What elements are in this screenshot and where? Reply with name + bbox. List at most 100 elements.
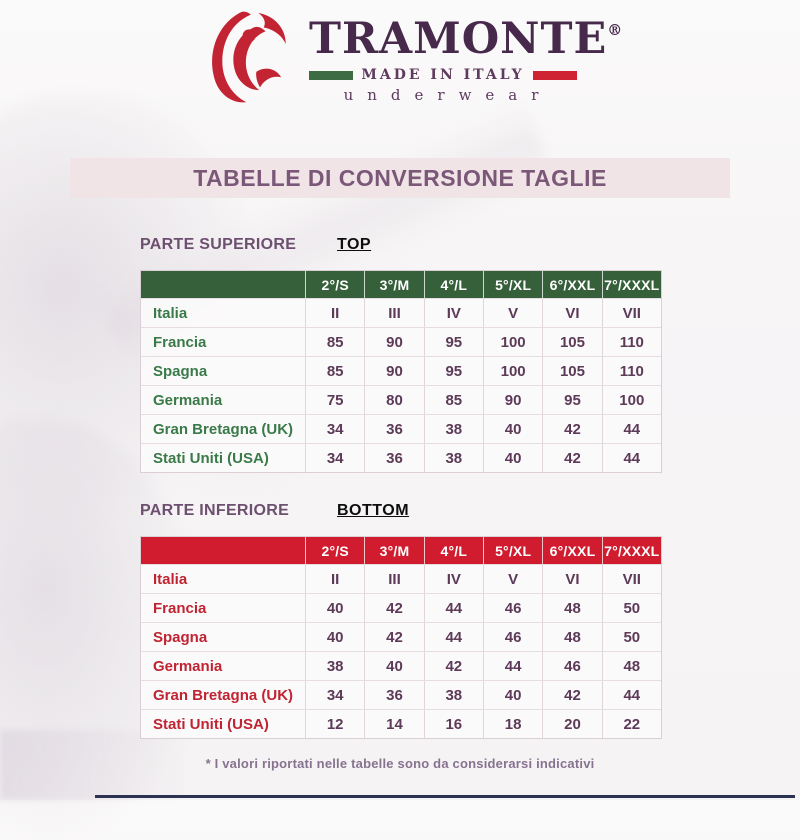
table-row: Gran Bretagna (UK) 34 36 38 40 42 44 bbox=[141, 414, 661, 443]
country-label: Spagna bbox=[153, 628, 208, 646]
size-value: 90 bbox=[364, 328, 423, 356]
size-value: 100 bbox=[482, 328, 542, 356]
size-value: 42 bbox=[423, 652, 483, 680]
size-value: 42 bbox=[364, 623, 423, 651]
size-value: 40 bbox=[482, 681, 542, 709]
size-value: VII bbox=[601, 299, 661, 327]
size-value: 50 bbox=[601, 623, 661, 651]
size-value: 18 bbox=[482, 710, 542, 738]
size-value: 75 bbox=[305, 386, 364, 414]
size-value: 12 bbox=[305, 710, 364, 738]
size-value: 36 bbox=[364, 681, 423, 709]
country-label: Gran Bretagna (UK) bbox=[153, 686, 294, 704]
table-row: Gran Bretagna (UK) 34 36 38 40 42 44 bbox=[141, 680, 661, 709]
table-row: Stati Uniti (USA) 12 14 16 18 20 22 bbox=[141, 709, 661, 738]
size-value: 50 bbox=[601, 594, 661, 622]
header-cell: 7°/XXXL bbox=[601, 271, 661, 298]
size-value: 44 bbox=[423, 594, 483, 622]
size-value: 110 bbox=[601, 357, 661, 385]
underwear-label: underwear bbox=[343, 86, 553, 104]
size-value: 38 bbox=[305, 652, 364, 680]
table-row: Francia 85 90 95 100 105 110 bbox=[141, 327, 661, 356]
header-cell: 2°/S bbox=[305, 271, 364, 298]
heading-parte-inferiore: PARTE INFERIORE bbox=[140, 502, 290, 519]
country-label: Germania bbox=[153, 657, 223, 675]
country-label: Francia bbox=[153, 333, 207, 351]
section-bottom: PARTE INFERIORE BOTTOM 2°/S 3°/M 4°/L 5°… bbox=[140, 502, 662, 739]
bird-emblem-icon bbox=[212, 11, 286, 103]
size-value: 36 bbox=[364, 444, 423, 472]
red-bar bbox=[532, 70, 577, 80]
size-value: 90 bbox=[364, 357, 423, 385]
green-bar bbox=[309, 70, 354, 80]
table-row: Italia II III IV V VI VII bbox=[141, 564, 661, 593]
size-value: 42 bbox=[542, 444, 601, 472]
size-value: 42 bbox=[542, 415, 601, 443]
size-table-top: 2°/S 3°/M 4°/L 5°/XL 6°/XXL 7°/XXXL Ital… bbox=[140, 270, 662, 473]
header-cell: 3°/M bbox=[364, 271, 423, 298]
header-cell: 2°/S bbox=[305, 537, 364, 564]
table-row: Italia II III IV V VI VII bbox=[141, 298, 661, 327]
size-value: 95 bbox=[542, 386, 601, 414]
size-value: 85 bbox=[305, 328, 364, 356]
size-value: 38 bbox=[423, 444, 483, 472]
size-value: 14 bbox=[364, 710, 423, 738]
table-row: Spagna 40 42 44 46 48 50 bbox=[141, 622, 661, 651]
size-table-bottom-header: 2°/S 3°/M 4°/L 5°/XL 6°/XXL 7°/XXXL bbox=[141, 537, 661, 564]
country-label: Stati Uniti (USA) bbox=[153, 715, 269, 733]
size-value: 44 bbox=[601, 444, 661, 472]
size-table-bottom-body: Italia II III IV V VI VII Francia 40 42 … bbox=[141, 564, 661, 738]
brand-logo-text: TRAMONTE® MADE IN ITALY underwear bbox=[309, 6, 623, 104]
size-value: 90 bbox=[482, 386, 542, 414]
country-label: Stati Uniti (USA) bbox=[153, 449, 269, 467]
size-value: 40 bbox=[305, 594, 364, 622]
size-value: 38 bbox=[423, 415, 483, 443]
table-row: Francia 40 42 44 46 48 50 bbox=[141, 593, 661, 622]
size-value: 95 bbox=[423, 328, 483, 356]
header-cell: 7°/XXXL bbox=[601, 537, 661, 564]
made-in-italy-row: MADE IN ITALY bbox=[309, 67, 577, 83]
bottom-divider bbox=[95, 795, 795, 798]
page-title: TABELLE DI CONVERSIONE TAGLIE bbox=[70, 158, 730, 198]
size-value: 40 bbox=[305, 623, 364, 651]
size-value: 40 bbox=[482, 415, 542, 443]
size-table-bottom: 2°/S 3°/M 4°/L 5°/XL 6°/XXL 7°/XXXL Ital… bbox=[140, 536, 662, 739]
country-label: Gran Bretagna (UK) bbox=[153, 420, 294, 438]
size-value: 42 bbox=[542, 681, 601, 709]
size-value: 36 bbox=[364, 415, 423, 443]
section-top: PARTE SUPERIORE TOP 2°/S 3°/M 4°/L 5°/XL… bbox=[140, 236, 662, 473]
header-cell: 4°/L bbox=[423, 537, 483, 564]
size-value: VI bbox=[542, 565, 601, 593]
size-value: 46 bbox=[482, 623, 542, 651]
header-cell: 6°/XXL bbox=[542, 537, 601, 564]
size-value: 46 bbox=[542, 652, 601, 680]
brand-logo: TRAMONTE® MADE IN ITALY underwear bbox=[203, 6, 623, 106]
size-value: IV bbox=[423, 565, 483, 593]
table-row: Spagna 85 90 95 100 105 110 bbox=[141, 356, 661, 385]
size-value: II bbox=[305, 565, 364, 593]
size-value: 48 bbox=[542, 594, 601, 622]
size-value: II bbox=[305, 299, 364, 327]
brand-name: TRAMONTE® bbox=[309, 14, 623, 64]
table-row: Germania 38 40 42 44 46 48 bbox=[141, 651, 661, 680]
country-label: Italia bbox=[153, 570, 188, 588]
page-title-text: TABELLE DI CONVERSIONE TAGLIE bbox=[193, 164, 607, 191]
size-value: 44 bbox=[601, 681, 661, 709]
header-cell: 5°/XL bbox=[482, 271, 542, 298]
size-value: 100 bbox=[482, 357, 542, 385]
table-row: Stati Uniti (USA) 34 36 38 40 42 44 bbox=[141, 443, 661, 472]
size-value: 20 bbox=[542, 710, 601, 738]
header-cell-empty bbox=[141, 271, 305, 298]
footnote: * I valori riportati nelle tabelle sono … bbox=[205, 756, 595, 771]
country-label: Francia bbox=[153, 599, 207, 617]
size-value: 42 bbox=[364, 594, 423, 622]
size-value: 85 bbox=[305, 357, 364, 385]
size-value: 85 bbox=[423, 386, 483, 414]
size-value: 40 bbox=[482, 444, 542, 472]
size-table-top-body: Italia II III IV V VI VII Francia 85 90 … bbox=[141, 298, 661, 472]
size-value: 34 bbox=[305, 681, 364, 709]
heading-parte-superiore: PARTE SUPERIORE bbox=[140, 236, 297, 253]
size-value: 44 bbox=[482, 652, 542, 680]
size-value: 40 bbox=[364, 652, 423, 680]
size-value: 38 bbox=[423, 681, 483, 709]
